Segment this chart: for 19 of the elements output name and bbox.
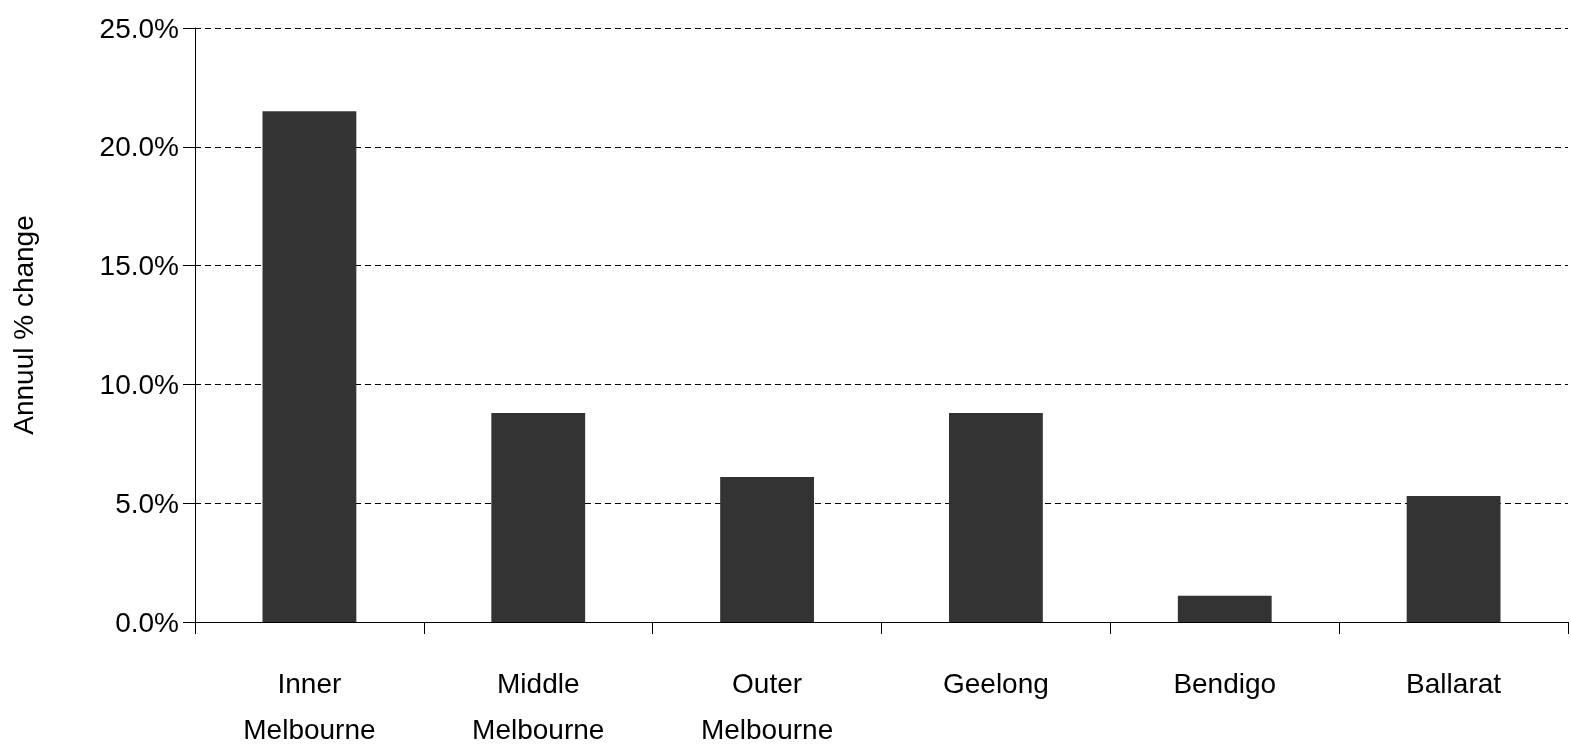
bar [491,412,586,622]
x-tick-label: Geelong [942,667,1049,699]
x-tick-label: Middle Melbourne [472,667,605,745]
x-tick-label: Ballarat [1406,667,1502,699]
x-tick-label: Outer Melbourne [700,667,834,745]
bar [1406,496,1501,622]
y-tick-label: 25.0% [99,12,179,44]
x-tick-label: Bendigo [1173,667,1277,699]
y-axis-title: Annuul % change [7,215,39,435]
y-tick-label: 5.0% [115,487,179,519]
y-tick-label: 20.0% [99,131,179,163]
bar [262,111,357,622]
bar [949,412,1043,622]
y-tick-label: 15.0% [99,250,179,282]
bar [1177,595,1272,622]
y-tick-label: 0.0% [115,606,179,638]
bar [720,477,814,622]
x-tick-label: Inner Melbourne [243,667,376,745]
y-tick-label: 10.0% [99,368,179,400]
